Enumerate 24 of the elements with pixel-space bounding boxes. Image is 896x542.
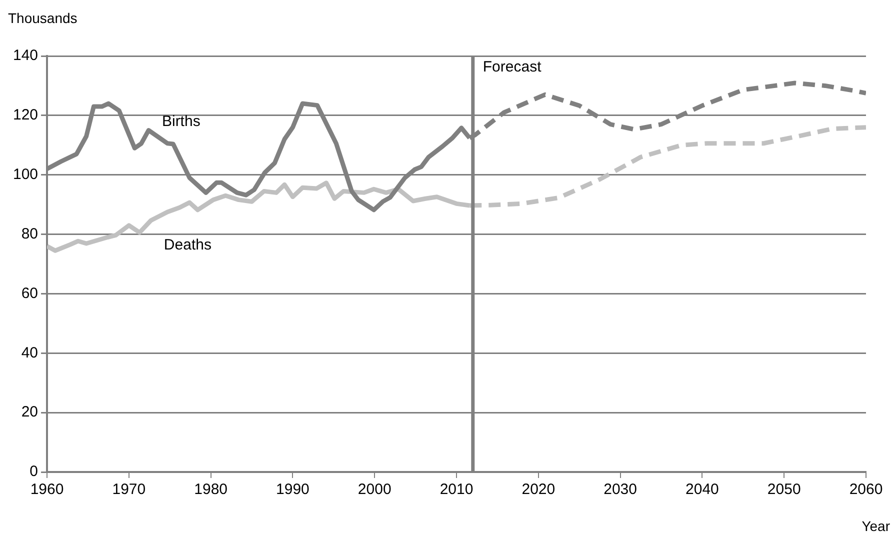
x-tick-label: 1960 [30,481,64,498]
y-tick-label: 20 [21,404,38,421]
x-tick-label: 2030 [604,481,637,498]
x-tick-label: 2020 [522,481,556,498]
x-tick-label: 2040 [686,481,719,498]
y-tick-label: 120 [12,106,38,124]
x-tick-label: 2010 [440,481,474,498]
y-tick-label: 40 [21,344,38,362]
y-tick-label: 80 [21,225,38,242]
ref-line-label: Forecast [482,58,542,76]
x-tick-label: 2000 [358,481,392,498]
series-label: Deaths [164,236,212,254]
x-tick-label: 2060 [849,481,883,498]
x-tick-label: 2050 [767,481,801,498]
x-tick-label: 1990 [276,481,310,498]
x-tick-label: 1980 [194,481,228,498]
x-axis-title: Year [862,518,890,534]
y-tick-label: 100 [12,166,38,183]
x-tick-label: 1970 [112,481,146,498]
y-tick-label: 140 [12,47,38,64]
series-label: Births [162,113,200,130]
y-tick-label: 60 [21,284,38,302]
y-axis-title: Thousands [8,10,78,26]
y-tick-label: 0 [30,463,38,480]
